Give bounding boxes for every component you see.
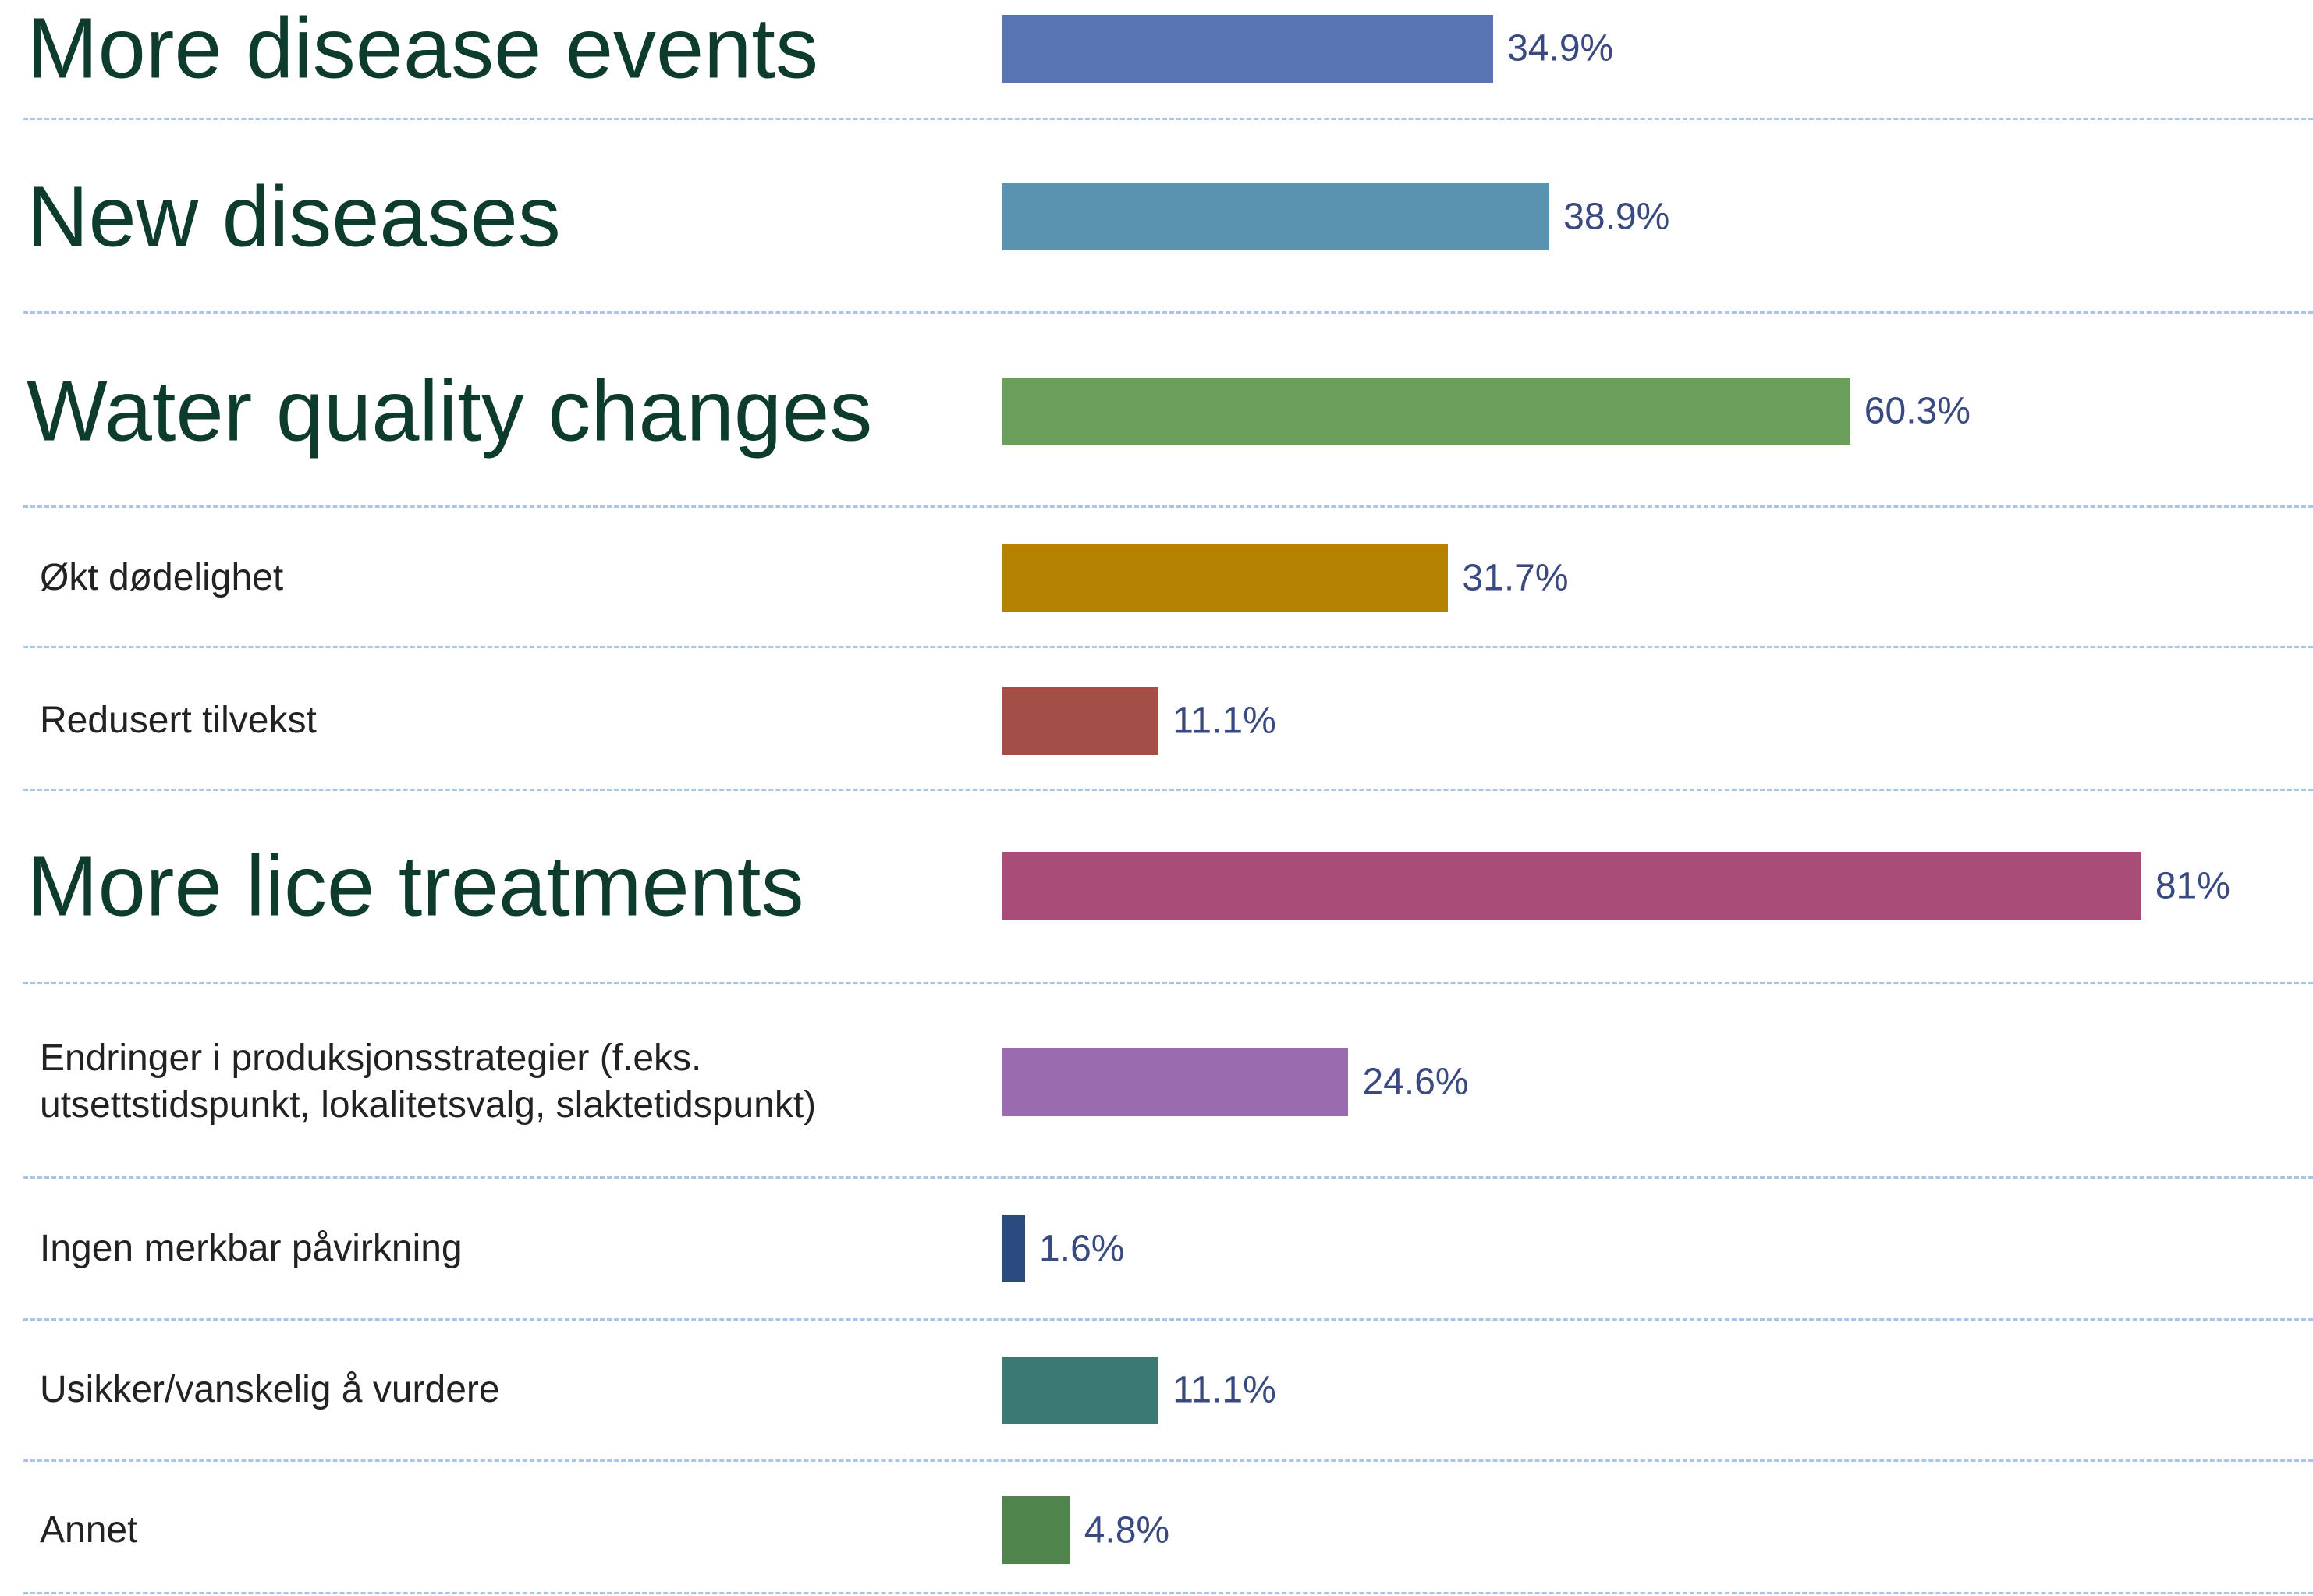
separator: [23, 1176, 2313, 1179]
bar: [1002, 1215, 1026, 1283]
separator: [23, 1459, 2313, 1463]
separator: [23, 981, 2313, 984]
value-label: 38.9%: [1563, 196, 1670, 238]
category-label: More lice treatments: [27, 838, 804, 935]
value-label: 11.1%: [1172, 700, 1276, 742]
bar: [1002, 544, 1449, 612]
category-label: Økt dødelighet: [40, 556, 284, 598]
bar: [1002, 852, 2141, 920]
separator: [23, 789, 2313, 792]
separator: [23, 118, 2313, 121]
separator: [23, 1318, 2313, 1321]
bar: [1002, 14, 1494, 83]
bar: [1002, 686, 1159, 755]
category-label: New diseases: [27, 168, 561, 265]
value-label: 1.6%: [1039, 1228, 1125, 1270]
category-label: Usikker/vanskelig å vurdere: [40, 1369, 500, 1411]
value-label: 34.9%: [1507, 27, 1614, 69]
bar: [1002, 183, 1550, 251]
bar: [1002, 1048, 1349, 1116]
category-label: Water quality changes: [27, 363, 873, 459]
value-label: 24.6%: [1362, 1061, 1469, 1103]
category-label: Annet: [40, 1509, 138, 1551]
bar: [1002, 377, 1850, 445]
value-label: 31.7%: [1462, 557, 1569, 599]
separator: [23, 505, 2313, 509]
separator: [23, 645, 2313, 648]
value-label: 81%: [2155, 865, 2230, 907]
separator: [23, 1592, 2313, 1595]
category-label: Endringer i produksjonsstrategier (f.eks…: [40, 1037, 817, 1126]
bar: [1002, 1496, 1070, 1565]
category-label: More disease events: [27, 0, 818, 97]
category-label: Redusert tilvekst: [40, 700, 317, 742]
category-label: Ingen merkbar påvirkning: [40, 1227, 463, 1269]
separator: [23, 310, 2313, 314]
value-label: 60.3%: [1864, 390, 1971, 432]
value-label: 11.1%: [1172, 1369, 1276, 1411]
bar: [1002, 1356, 1159, 1424]
value-label: 4.8%: [1084, 1509, 1170, 1552]
